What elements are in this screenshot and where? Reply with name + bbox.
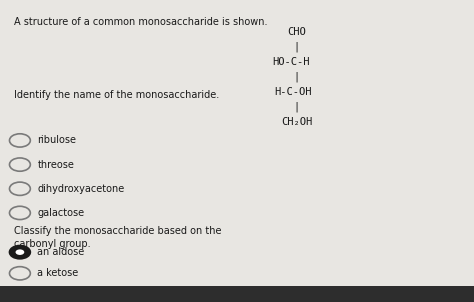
Text: |: | (293, 72, 299, 82)
Text: CH₂OH: CH₂OH (282, 117, 313, 127)
Text: H-C-OH: H-C-OH (274, 87, 311, 97)
Text: |: | (293, 102, 299, 112)
Circle shape (16, 249, 24, 255)
Text: a ketose: a ketose (37, 268, 79, 278)
Text: A structure of a common monosaccharide is shown.: A structure of a common monosaccharide i… (14, 17, 268, 27)
FancyBboxPatch shape (0, 286, 474, 302)
Text: |: | (293, 42, 299, 52)
Circle shape (9, 246, 30, 259)
Text: Identify the name of the monosaccharide.: Identify the name of the monosaccharide. (14, 90, 219, 100)
Text: dihydroxyacetone: dihydroxyacetone (37, 184, 125, 194)
Text: galactose: galactose (37, 208, 84, 218)
Text: threose: threose (37, 159, 74, 170)
Text: HO-C-H: HO-C-H (273, 57, 310, 67)
Text: an aldose: an aldose (37, 247, 85, 257)
Text: ribulose: ribulose (37, 135, 76, 146)
Text: Classify the monosaccharide based on the: Classify the monosaccharide based on the (14, 226, 222, 236)
Text: carbonyl group.: carbonyl group. (14, 239, 91, 249)
Text: CHO: CHO (287, 27, 306, 37)
